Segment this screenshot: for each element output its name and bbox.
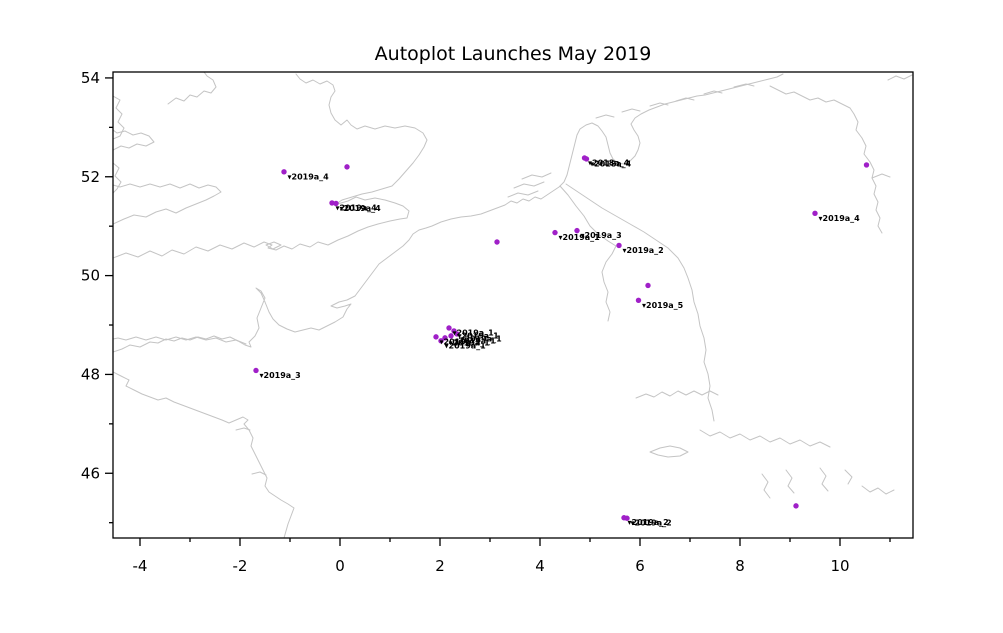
coastline-path — [675, 97, 695, 102]
point-label: ▾2019a_1 — [455, 336, 497, 345]
data-point[interactable] — [863, 162, 870, 168]
chart-title: Autoplot Launches May 2019 — [375, 43, 652, 65]
coastline-path — [649, 445, 689, 458]
coastline-path — [235, 427, 251, 431]
x-tick-label: 0 — [335, 557, 345, 575]
coastline-path — [113, 73, 428, 259]
point-label: ▾2019a_1 — [453, 328, 495, 337]
coastline-path — [844, 469, 853, 485]
data-point[interactable] — [253, 367, 259, 374]
point-label: ▾2019a_1 — [559, 233, 601, 242]
data-point[interactable] — [574, 227, 580, 234]
plot-area[interactable] — [113, 72, 913, 538]
data-point[interactable] — [624, 515, 630, 521]
coastline-path — [513, 181, 545, 189]
coastline-path — [265, 241, 282, 250]
data-point[interactable] — [438, 338, 444, 344]
data-point[interactable] — [635, 297, 642, 304]
data-point[interactable] — [442, 335, 448, 341]
x-tick-label: -4 — [133, 557, 148, 575]
point-label: ▾2019a_1 — [445, 341, 487, 350]
axes-frame — [112, 71, 914, 539]
coastline-layer — [113, 72, 913, 538]
data-layer: -4 -2 0 2 4 6 8 104648505254▾2019a_4▾2019a_4▾20… — [81, 69, 891, 575]
coastline-path — [635, 390, 719, 399]
data-point[interactable] — [433, 334, 439, 340]
data-point[interactable] — [446, 325, 452, 331]
point-label: ▾2019a_4 — [819, 214, 861, 223]
coastline-path — [769, 85, 883, 234]
coastline-path — [521, 172, 552, 180]
point-label: ▾2019a_1 — [449, 338, 491, 347]
point-label: ▾2018a_4 — [588, 158, 630, 167]
coastline-path — [871, 173, 891, 179]
coastline-path — [559, 185, 617, 322]
coastline-path — [699, 429, 831, 448]
coastline-path — [113, 129, 155, 151]
coastline-path — [819, 467, 829, 492]
data-point[interactable] — [329, 200, 335, 206]
point-label: ▾2019a_5 — [642, 301, 684, 310]
data-point[interactable] — [448, 333, 454, 339]
x-tick-label: 8 — [735, 557, 745, 575]
coastline-path — [649, 102, 669, 107]
coastline-path — [733, 83, 755, 88]
y-tick-label: 46 — [81, 464, 100, 482]
data-point[interactable] — [793, 503, 799, 509]
x-tick-label: 4 — [535, 557, 545, 575]
point-label: ▾2019a_2 — [631, 519, 672, 528]
coastline-path — [113, 95, 125, 140]
data-point[interactable] — [645, 282, 651, 289]
point-label: ▾2019a_2 — [623, 246, 664, 255]
coastline-path — [595, 114, 615, 119]
x-tick-label: 10 — [830, 557, 849, 575]
coastline-path — [113, 73, 784, 353]
coastline-path — [507, 190, 539, 198]
point-label: ▾2019a_4 — [288, 172, 330, 181]
x-tick-label: 6 — [635, 557, 645, 575]
data-point[interactable] — [333, 200, 339, 207]
point-label: ▾2019a_1 — [461, 334, 503, 343]
coastline-path — [167, 72, 217, 105]
coastline-path — [887, 74, 913, 81]
coastline-path — [621, 108, 641, 113]
y-tick-label: 48 — [81, 365, 100, 383]
coastline-path — [861, 485, 895, 495]
coastline-path — [113, 183, 222, 225]
y-tick-label: 50 — [81, 267, 100, 285]
point-label: ▾2019a_1 — [458, 331, 500, 340]
data-point[interactable] — [812, 210, 818, 217]
coastline-path — [565, 183, 715, 422]
coastline-path — [113, 162, 122, 194]
data-point[interactable] — [281, 169, 287, 175]
data-point[interactable] — [616, 242, 622, 249]
y-tick-label: 54 — [81, 69, 100, 87]
data-point[interactable] — [344, 164, 350, 170]
coastline-path — [785, 469, 795, 494]
data-point[interactable] — [454, 331, 460, 337]
point-label: ▾2019a_2 — [628, 518, 669, 527]
point-label: ▾2018a_4 — [590, 159, 632, 168]
data-point[interactable] — [494, 239, 500, 245]
y-tick-label: 52 — [81, 168, 100, 186]
coastline-path — [113, 371, 295, 538]
point-label: ▾2019a_1 — [440, 337, 482, 346]
coastline-path — [251, 471, 267, 476]
x-tick-label: 2 — [435, 557, 445, 575]
x-tick-label: -2 — [233, 557, 248, 575]
point-label: ▾2019a_4 — [340, 204, 382, 213]
coastline-path — [703, 90, 723, 95]
point-label: ▾2019a_3 — [581, 231, 622, 240]
coastline-path — [761, 473, 771, 499]
coastline-path — [113, 336, 247, 345]
point-label: ▾2019a_3 — [260, 371, 301, 380]
point-label: ▾2019a_4 — [336, 203, 378, 212]
data-point[interactable] — [583, 156, 590, 162]
data-point[interactable] — [552, 229, 558, 236]
